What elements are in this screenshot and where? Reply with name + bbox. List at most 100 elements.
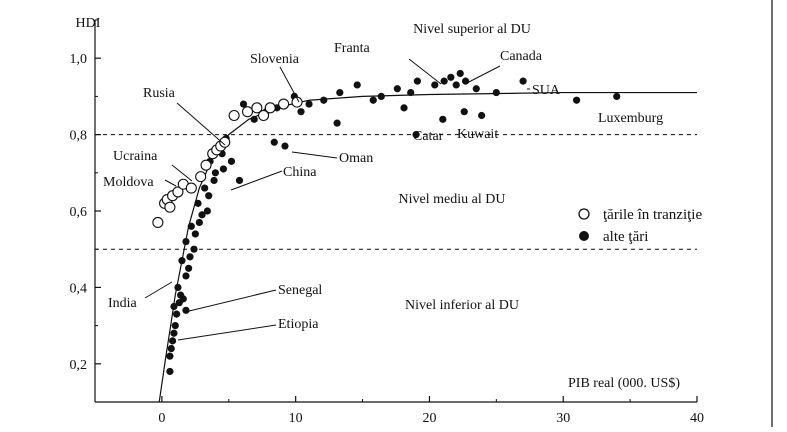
annotation-kuwait: Kuwait — [457, 127, 498, 142]
annotation-leader-line — [176, 102, 226, 146]
data-point-open — [278, 98, 290, 110]
series-other-countries — [166, 69, 621, 376]
data-point-open — [200, 159, 212, 171]
data-point-filled — [178, 257, 186, 265]
data-point-filled — [270, 138, 278, 146]
series-transition-countries — [152, 96, 303, 229]
data-point-filled — [431, 81, 439, 89]
data-point-filled — [201, 184, 209, 192]
data-point-filled — [195, 218, 203, 227]
y-tick-label: 0,8 — [70, 129, 88, 144]
level-label-medium: Nivel mediu al DU — [399, 192, 506, 207]
annotation-ucraina: Ucraina — [113, 149, 158, 164]
level-label-low: Nivel inferior al DU — [405, 298, 519, 313]
data-point-filled — [297, 108, 305, 116]
annotation-leader-lines — [144, 58, 530, 341]
x-tick-label: 10 — [289, 411, 303, 426]
data-point-filled — [369, 96, 377, 104]
annotation-canada: Canada — [500, 49, 543, 64]
data-point-filled — [185, 264, 193, 272]
data-point-filled — [227, 157, 236, 165]
y-axis-ticks: 0,2 0,4 0,6 0,8 1,0 — [70, 19, 101, 403]
data-point-filled — [170, 329, 178, 337]
annotation-leader-line — [164, 179, 177, 187]
data-point-filled — [439, 115, 447, 123]
x-axis-title: PIB real (000. US$) — [568, 376, 680, 391]
y-axis-title: HDI — [76, 16, 101, 31]
data-point-filled — [186, 253, 194, 261]
data-point-filled — [235, 176, 244, 185]
legend-open-circle-icon — [578, 208, 590, 220]
data-point-filled — [393, 85, 401, 93]
data-point-filled — [203, 207, 211, 215]
data-point-filled — [168, 337, 177, 345]
annotation-leader-line — [184, 289, 277, 313]
legend-filled-circle-icon — [579, 231, 589, 241]
data-point-filled — [210, 176, 218, 185]
annotation-leader-line — [464, 65, 501, 85]
data-point-filled — [250, 115, 258, 123]
legend: ţările în tranziţie alte ţări — [578, 207, 702, 245]
annotation-rusia: Rusia — [143, 86, 176, 101]
data-point-filled — [333, 119, 341, 127]
data-point-filled — [456, 69, 464, 78]
data-point-filled — [211, 169, 219, 177]
data-point-filled — [519, 77, 527, 85]
annotation-oman: Oman — [339, 151, 373, 166]
annotation-etiopia: Etiopia — [278, 317, 319, 332]
y-tick-label: 0,4 — [70, 281, 88, 296]
data-point-open — [241, 106, 254, 118]
data-point-filled — [187, 222, 195, 230]
x-tick-label: 40 — [690, 411, 704, 426]
annotation-leader-line — [144, 281, 173, 299]
data-point-filled — [166, 352, 174, 360]
annotation-leader-line — [408, 58, 442, 85]
data-point-filled — [182, 237, 190, 246]
data-point-filled — [219, 165, 228, 173]
data-point-filled — [182, 272, 190, 280]
annotation-catar: Catar — [413, 129, 444, 144]
x-tick-label: 20 — [422, 411, 436, 426]
data-point-filled — [413, 77, 422, 85]
annotation-sua: SUA — [532, 83, 561, 98]
data-point-filled — [320, 96, 328, 104]
annotation-luxemburg: Luxemburg — [598, 111, 663, 126]
data-point-filled — [194, 199, 202, 207]
data-point-filled — [171, 322, 179, 330]
data-point-filled — [573, 96, 581, 104]
data-point-open — [291, 96, 303, 108]
data-point-filled — [167, 344, 175, 353]
annotation-franta: Franta — [334, 41, 371, 56]
data-point-open — [185, 182, 197, 194]
annotation-slovenia: Slovenia — [250, 52, 300, 67]
data-point-open — [164, 201, 176, 213]
data-point-filled — [377, 92, 385, 100]
x-tick-label: 30 — [556, 411, 570, 426]
data-point-filled — [452, 81, 460, 89]
data-point-filled — [305, 100, 313, 108]
data-point-filled — [613, 92, 621, 100]
annotation-india: India — [108, 296, 138, 311]
data-point-filled — [190, 245, 198, 253]
data-point-open — [264, 102, 276, 114]
data-point-filled — [173, 310, 181, 318]
data-point-open — [195, 171, 207, 183]
legend-label-transition: ţările în tranziţie — [603, 207, 702, 223]
data-point-filled — [400, 104, 408, 112]
data-point-open — [228, 109, 240, 122]
y-tick-label: 0,2 — [70, 358, 88, 373]
data-point-filled — [447, 73, 455, 81]
data-point-filled — [239, 100, 248, 108]
data-point-open — [258, 109, 270, 122]
level-label-high: Nivel superior al DU — [413, 22, 531, 37]
data-point-filled — [478, 111, 486, 120]
annotation-china: China — [283, 165, 317, 180]
x-axis-ticks: 0 10 20 30 40 — [94, 396, 704, 426]
data-point-filled — [492, 88, 500, 97]
annotation-leader-line — [291, 151, 338, 159]
data-point-filled — [407, 88, 415, 97]
data-point-filled — [281, 142, 289, 150]
annotation-leader-line — [279, 66, 300, 103]
